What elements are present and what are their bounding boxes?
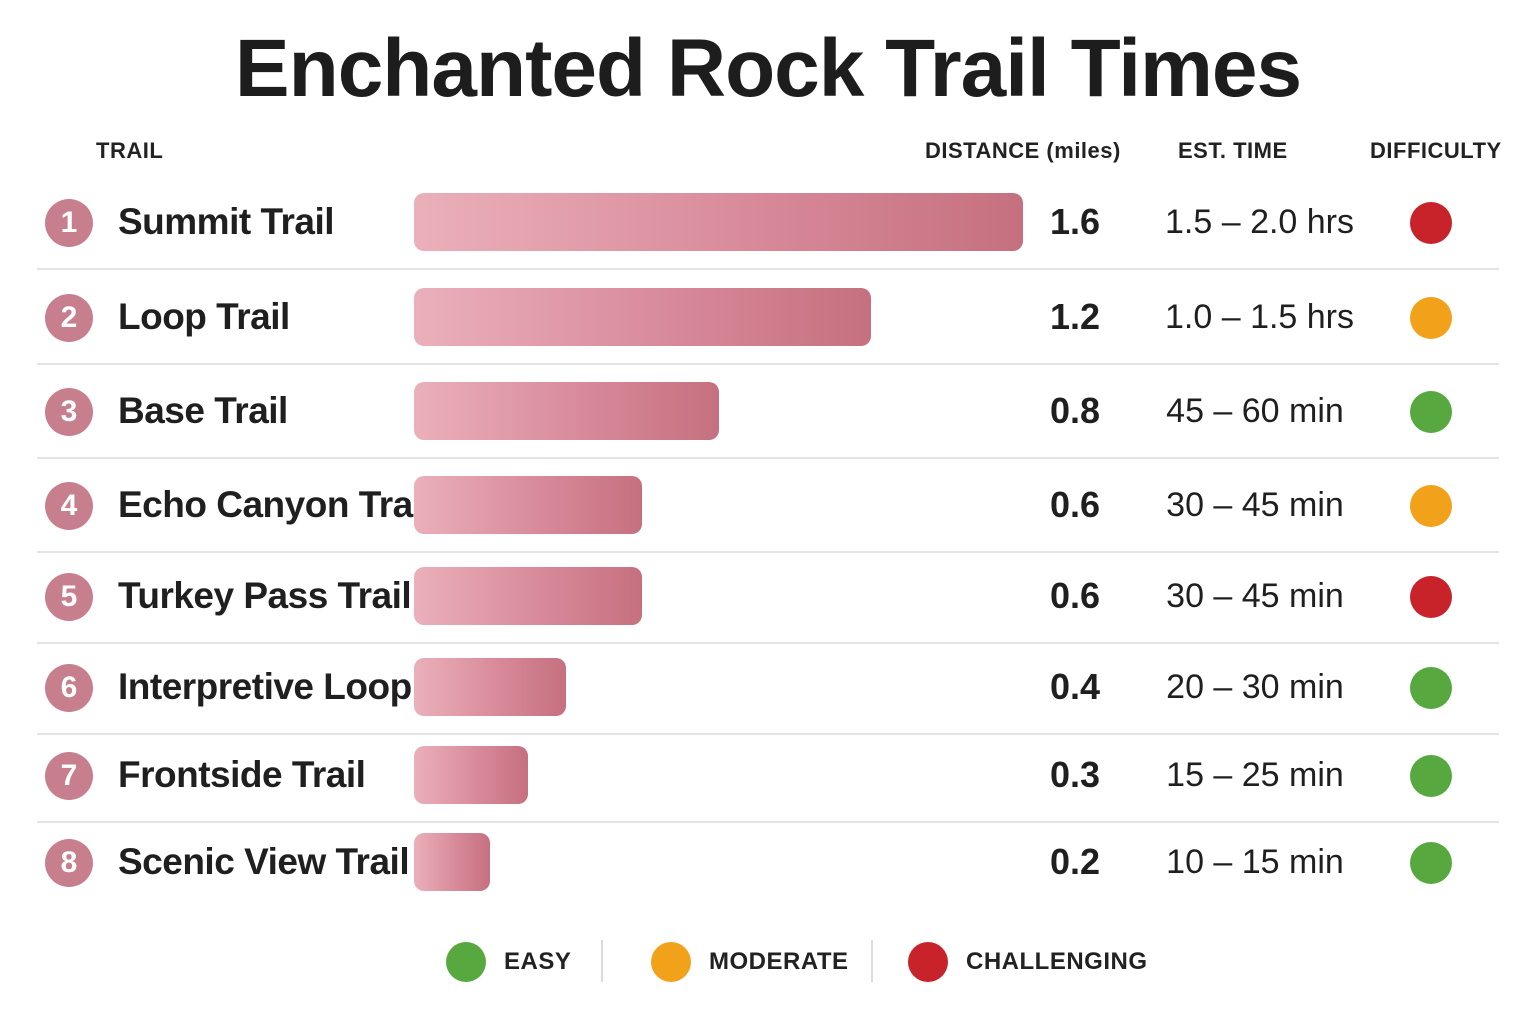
difficulty-challenging-dot (1410, 202, 1452, 244)
table-row: 8 Scenic View Trail 0.2 10 – 15 min (0, 833, 1536, 893)
rank-badge: 3 (45, 388, 93, 436)
time-column-header: EST. TIME (1178, 138, 1288, 163)
rank-badge: 7 (45, 752, 93, 800)
legend-label: CHALLENGING (966, 948, 1148, 975)
estimated-time: 20 – 30 min (1166, 668, 1344, 706)
difficulty-challenging-dot (1410, 576, 1452, 618)
estimated-time: 45 – 60 min (1166, 392, 1344, 430)
distance-value: 0.8 (1049, 390, 1101, 431)
distance-bar (414, 746, 529, 804)
distance-value: 1.2 (1049, 296, 1101, 337)
distance-value: 0.6 (1049, 484, 1101, 525)
estimated-time: 1.5 – 2.0 hrs (1165, 203, 1355, 241)
legend-separator (871, 940, 873, 982)
row-divider (37, 268, 1499, 270)
table-row: 5 Turkey Pass Trail 0.6 30 – 45 min (0, 567, 1536, 627)
distance-bar (414, 193, 1023, 251)
estimated-time: 10 – 15 min (1166, 843, 1344, 881)
estimated-time: 1.0 – 1.5 hrs (1165, 298, 1355, 336)
difficulty-easy-dot (1410, 755, 1452, 797)
distance-bar (414, 288, 871, 346)
distance-bar (414, 476, 643, 534)
distance-bar (414, 658, 567, 716)
rank-badge: 5 (45, 573, 93, 621)
difficulty-easy-dot (1410, 842, 1452, 884)
trail-column-header: TRAIL (96, 138, 164, 163)
trail-name: Frontside Trail (118, 754, 366, 795)
distance-value: 0.3 (1049, 754, 1101, 795)
rank-badge: 4 (45, 482, 93, 530)
legend-label: MODERATE (709, 948, 849, 975)
estimated-time: 15 – 25 min (1166, 756, 1344, 794)
trail-name: Scenic View Trail (118, 841, 410, 882)
table-row: 4 Echo Canyon Trail 0.6 30 – 45 min (0, 476, 1536, 536)
distance-value: 1.6 (1049, 201, 1101, 242)
estimated-time: 30 – 45 min (1166, 486, 1344, 524)
row-divider (37, 551, 1499, 553)
trail-name: Base Trail (118, 390, 288, 431)
estimated-time: 30 – 45 min (1166, 577, 1344, 615)
chart-title: Enchanted Rock Trail Times (234, 23, 1302, 114)
row-divider (37, 733, 1499, 735)
row-divider (37, 457, 1499, 459)
row-divider (37, 821, 1499, 823)
table-row: 1 Summit Trail 1.6 1.5 – 2.0 hrs (0, 193, 1536, 253)
legend-separator (601, 940, 603, 982)
table-row: 3 Base Trail 0.8 45 – 60 min (0, 382, 1536, 442)
legend-easy-dot (446, 942, 486, 982)
distance-value: 0.4 (1049, 666, 1101, 707)
legend-moderate-dot (651, 942, 691, 982)
trail-name: Turkey Pass Trail (118, 575, 412, 616)
difficulty-moderate-dot (1410, 297, 1452, 339)
trail-name: Interpretive Loop (118, 666, 412, 707)
difficulty-legend: EASY MODERATE CHALLENGING (0, 940, 1536, 986)
table-row: 2 Loop Trail 1.2 1.0 – 1.5 hrs (0, 288, 1536, 348)
table-row: 6 Interpretive Loop 0.4 20 – 30 min (0, 658, 1536, 718)
difficulty-easy-dot (1410, 667, 1452, 709)
legend-label: EASY (504, 948, 572, 975)
difficulty-moderate-dot (1410, 485, 1452, 527)
legend-challenging-dot (908, 942, 948, 982)
distance-bar (414, 382, 719, 440)
distance-bar (414, 567, 643, 625)
rank-badge: 6 (45, 664, 93, 712)
difficulty-column-header: DIFFICULTY (1370, 138, 1502, 163)
table-row: 7 Frontside Trail 0.3 15 – 25 min (0, 746, 1536, 806)
distance-bar (414, 833, 491, 891)
difficulty-easy-dot (1410, 391, 1452, 433)
trail-name: Loop Trail (118, 296, 290, 337)
rank-badge: 2 (45, 294, 93, 342)
trail-name: Summit Trail (118, 201, 335, 242)
row-divider (37, 642, 1499, 644)
distance-value: 0.2 (1049, 841, 1101, 882)
distance-value: 0.6 (1049, 575, 1101, 616)
distance-column-header: DISTANCE (miles) (925, 138, 1121, 163)
trail-name: Echo Canyon Trail (118, 484, 433, 525)
rank-badge: 1 (45, 199, 93, 247)
row-divider (37, 363, 1499, 365)
rank-badge: 8 (45, 839, 93, 887)
